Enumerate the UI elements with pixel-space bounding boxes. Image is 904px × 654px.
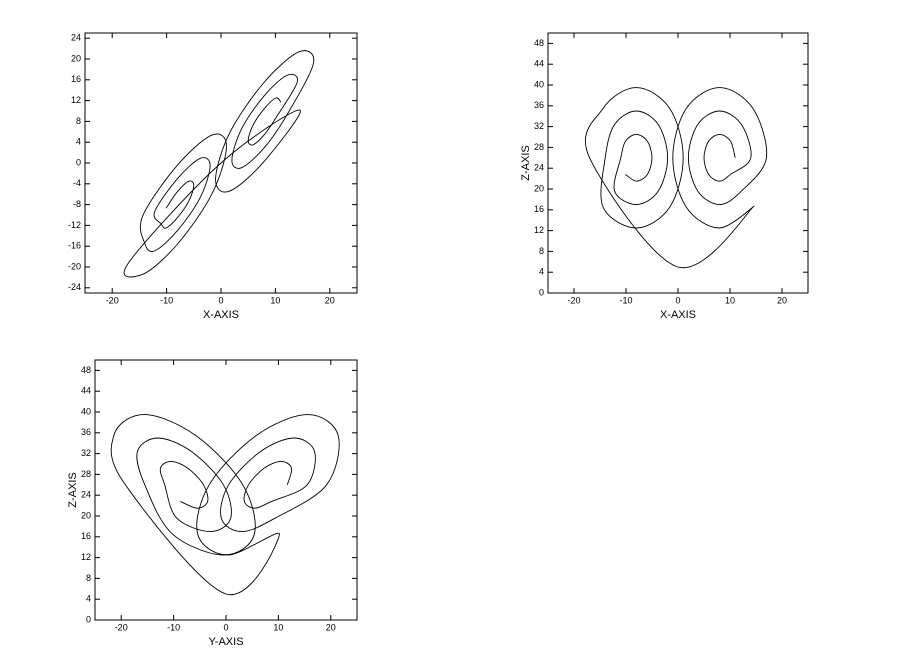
y-tick-label: 24 bbox=[534, 163, 544, 173]
y-tick-label: 20 bbox=[71, 53, 81, 63]
y-tick-label: 24 bbox=[71, 33, 81, 43]
x-tick-label: 20 bbox=[777, 295, 787, 305]
y-tick-label: 12 bbox=[81, 552, 91, 562]
y-tick-label: 12 bbox=[71, 95, 81, 105]
x-tick-label: 20 bbox=[326, 622, 336, 632]
y-tick-label: 36 bbox=[534, 100, 544, 110]
trajectory bbox=[110, 414, 340, 596]
x-axis-label: X-AXIS bbox=[203, 309, 239, 321]
y-tick-label: 44 bbox=[534, 59, 544, 69]
y-axis-label: Z-AXIS bbox=[520, 145, 532, 180]
y-tick-label: 4 bbox=[86, 594, 91, 604]
y-tick-label: 8 bbox=[86, 573, 91, 583]
y-tick-label: 28 bbox=[81, 469, 91, 479]
x-tick-label: -10 bbox=[160, 295, 173, 305]
y-tick-label: 8 bbox=[539, 246, 544, 256]
y-tick-label: 12 bbox=[534, 225, 544, 235]
x-tick-label: 10 bbox=[273, 622, 283, 632]
trajectory bbox=[584, 87, 768, 269]
x-tick-label: 0 bbox=[223, 622, 228, 632]
y-tick-label: 48 bbox=[534, 38, 544, 48]
y-tick-label: 40 bbox=[534, 79, 544, 89]
x-tick-label: 10 bbox=[270, 295, 280, 305]
x-tick-label: 20 bbox=[325, 295, 335, 305]
y-tick-label: -24 bbox=[68, 282, 81, 292]
y-tick-label: 4 bbox=[539, 267, 544, 277]
y-axis-label: Z-AXIS bbox=[67, 472, 79, 507]
y-tick-label: 4 bbox=[76, 137, 81, 147]
x-tick-label: -10 bbox=[619, 295, 632, 305]
y-tick-label: -20 bbox=[68, 261, 81, 271]
y-tick-label: 48 bbox=[81, 365, 91, 375]
trajectory bbox=[123, 50, 315, 278]
x-tick-label: -20 bbox=[115, 622, 128, 632]
x-tick-label: 10 bbox=[725, 295, 735, 305]
x-tick-label: -20 bbox=[567, 295, 580, 305]
y-tick-label: -16 bbox=[68, 241, 81, 251]
y-tick-label: 16 bbox=[81, 531, 91, 541]
y-tick-label: 20 bbox=[534, 183, 544, 193]
y-tick-label: 0 bbox=[76, 157, 81, 167]
y-tick-label: 0 bbox=[86, 614, 91, 624]
y-tick-label: 32 bbox=[534, 121, 544, 131]
x-axis-label: Y-AXIS bbox=[208, 636, 243, 648]
y-tick-label: -12 bbox=[68, 220, 81, 230]
plot-frame bbox=[547, 32, 809, 294]
y-tick-label: -8 bbox=[73, 199, 81, 209]
y-tick-label: 0 bbox=[539, 287, 544, 297]
y-tick-label: -4 bbox=[73, 178, 81, 188]
y-tick-label: 24 bbox=[81, 490, 91, 500]
x-tick-label: -20 bbox=[106, 295, 119, 305]
y-tick-label: 40 bbox=[81, 406, 91, 416]
x-tick-label: 0 bbox=[218, 295, 223, 305]
y-tick-label: 16 bbox=[534, 204, 544, 214]
y-tick-label: 8 bbox=[76, 116, 81, 126]
y-tick-label: 44 bbox=[81, 386, 91, 396]
y-tick-label: 36 bbox=[81, 427, 91, 437]
y-tick-label: 28 bbox=[534, 142, 544, 152]
y-tick-label: 32 bbox=[81, 448, 91, 458]
y-tick-label: 20 bbox=[81, 510, 91, 520]
x-tick-label: -10 bbox=[167, 622, 180, 632]
x-tick-label: 0 bbox=[675, 295, 680, 305]
y-tick-label: 16 bbox=[71, 74, 81, 84]
x-axis-label: X-AXIS bbox=[660, 309, 696, 321]
